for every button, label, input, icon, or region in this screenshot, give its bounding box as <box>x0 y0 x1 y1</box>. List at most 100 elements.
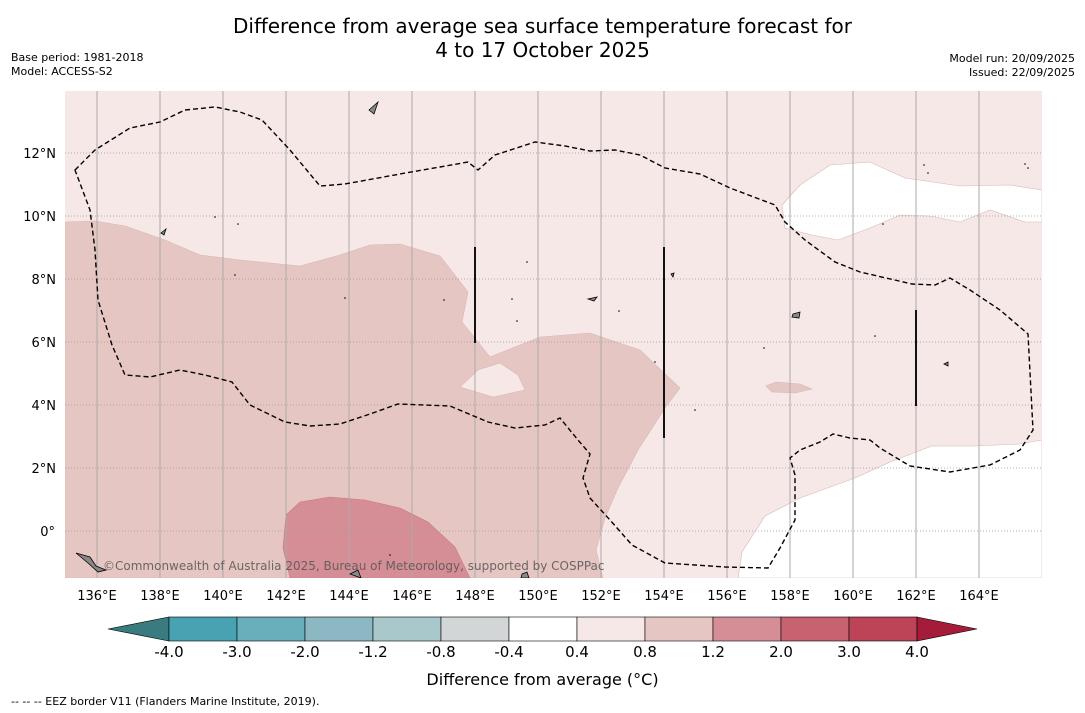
colorbar-swatch <box>236 616 306 642</box>
colorbar-tick-label: 2.0 <box>769 643 793 661</box>
chart-title: Difference from average sea surface temp… <box>0 14 1085 62</box>
lat-label: 6°N <box>32 336 57 351</box>
island-5 <box>943 361 949 367</box>
colorbar-swatch <box>644 616 714 642</box>
islet-5 <box>443 299 445 301</box>
colorbar-tick-label: -2.0 <box>290 643 319 661</box>
islet-12 <box>763 347 765 349</box>
island-9 <box>348 569 362 578</box>
colorbar: -4.0 -3.0 -2.0 -1.2 -0.8 -0.4 0.4 0.8 1.2 2.0 3.0 4… <box>107 616 978 661</box>
model-name: Model: ACCESS-S2 <box>11 65 113 78</box>
lat-labels: 12°N 10°N 8°N 6°N 4°N 2°N 0° <box>23 147 56 540</box>
lon-label: 164°E <box>959 589 999 604</box>
small-islets <box>214 163 1029 556</box>
lat-label: 0° <box>40 525 55 540</box>
island-7 <box>75 552 108 573</box>
islet-14 <box>882 223 884 225</box>
colorbar-extend-low <box>107 616 170 642</box>
island-1 <box>368 100 379 115</box>
map-area: ©Commonwealth of Australia 2025, Bureau … <box>65 91 1042 578</box>
anomaly-region-near-zero-1 <box>781 161 1042 241</box>
islet-7 <box>516 320 518 322</box>
island-3 <box>586 296 598 302</box>
islet-6 <box>511 298 513 300</box>
eez-vertical-lines <box>474 247 917 438</box>
lon-labels: 136°E 138°E 140°E 142°E 144°E 146°E 148°… <box>77 589 999 604</box>
islet-8 <box>526 261 528 263</box>
lat-label: 12°N <box>23 147 56 162</box>
lat-label: 2°N <box>32 462 57 477</box>
colorbar-tick-label: -4.0 <box>154 643 183 661</box>
colorbar-swatch <box>372 616 442 642</box>
islet-19 <box>389 554 391 556</box>
colorbar-tick-label: 1.2 <box>701 643 725 661</box>
lat-label: 4°N <box>32 399 57 414</box>
anomaly-region-0.8-1.2-small <box>765 381 813 394</box>
lon-label: 158°E <box>770 589 810 604</box>
lat-gridlines <box>65 152 1042 532</box>
islet-13 <box>874 335 876 337</box>
islet-2 <box>237 223 239 225</box>
footnote: -- -- -- EEZ border V11 (Flanders Marine… <box>11 695 320 708</box>
islet-16 <box>927 172 929 174</box>
island-6 <box>670 272 675 278</box>
colorbar-swatch <box>780 616 850 642</box>
colorbar-extend-high <box>916 616 978 642</box>
islet-15 <box>923 164 925 166</box>
colorbar-swatch <box>440 616 510 642</box>
model-run: Model run: 20/09/2025 <box>949 52 1075 65</box>
island-2 <box>160 227 167 236</box>
lon-label: 144°E <box>329 589 369 604</box>
lon-label: 148°E <box>455 589 495 604</box>
islet-17 <box>1024 163 1026 165</box>
islet-1 <box>214 216 216 218</box>
colorbar-tick-label: 3.0 <box>837 643 861 661</box>
islet-3 <box>234 274 236 276</box>
islands <box>75 100 949 578</box>
lon-label: 140°E <box>203 589 243 604</box>
islet-11 <box>694 409 696 411</box>
lat-label: 8°N <box>32 273 57 288</box>
issued-date: Issued: 22/09/2025 <box>968 66 1075 79</box>
lon-label: 156°E <box>707 589 747 604</box>
colorbar-tick-label: 0.4 <box>565 643 589 661</box>
islet-10 <box>654 361 656 363</box>
lon-label: 142°E <box>266 589 306 604</box>
anomaly-region-near-zero-2 <box>737 439 1042 578</box>
meta-right: Model run: 20/09/2025 Issued: 22/09/2025 <box>949 52 1075 80</box>
lon-label: 138°E <box>140 589 180 604</box>
island-4 <box>791 311 801 319</box>
colorbar-tick-label: -0.8 <box>426 643 455 661</box>
islet-9 <box>618 310 620 312</box>
lon-label: 150°E <box>518 589 558 604</box>
lon-label: 162°E <box>896 589 936 604</box>
colorbar-swatch <box>168 616 238 642</box>
colorbar-swatch <box>508 616 578 642</box>
islet-18 <box>1027 167 1029 169</box>
lon-label: 152°E <box>581 589 621 604</box>
colorbar-swatch <box>304 616 374 642</box>
colorbar-tick-label: -1.2 <box>358 643 387 661</box>
colorbar-tick-label: -3.0 <box>222 643 251 661</box>
colorbar-tick-label: 0.8 <box>633 643 657 661</box>
colorbar-swatch <box>848 616 918 642</box>
lon-label: 146°E <box>392 589 432 604</box>
island-8 <box>520 571 530 578</box>
colorbar-label: Difference from average (°C) <box>426 670 659 689</box>
lat-label: 10°N <box>23 210 56 225</box>
eez-border <box>74 106 1034 569</box>
anomaly-patch-0.4-0.8 <box>459 362 526 398</box>
lon-label: 154°E <box>644 589 684 604</box>
colorbar-swatch <box>576 616 646 642</box>
anomaly-region-1.2-2.0 <box>282 496 471 578</box>
colorbar-swatch <box>712 616 782 642</box>
base-period: Base period: 1981-2018 <box>11 51 144 64</box>
islet-4 <box>344 297 346 299</box>
copyright-watermark: ©Commonwealth of Australia 2025, Bureau … <box>103 559 605 573</box>
meta-left: Base period: 1981-2018 Model: ACCESS-S2 <box>11 51 143 79</box>
lon-label: 160°E <box>833 589 873 604</box>
lon-label: 136°E <box>77 589 117 604</box>
colorbar-tick-label: 4.0 <box>905 643 929 661</box>
title-line-2: 4 to 17 October 2025 <box>435 38 650 62</box>
